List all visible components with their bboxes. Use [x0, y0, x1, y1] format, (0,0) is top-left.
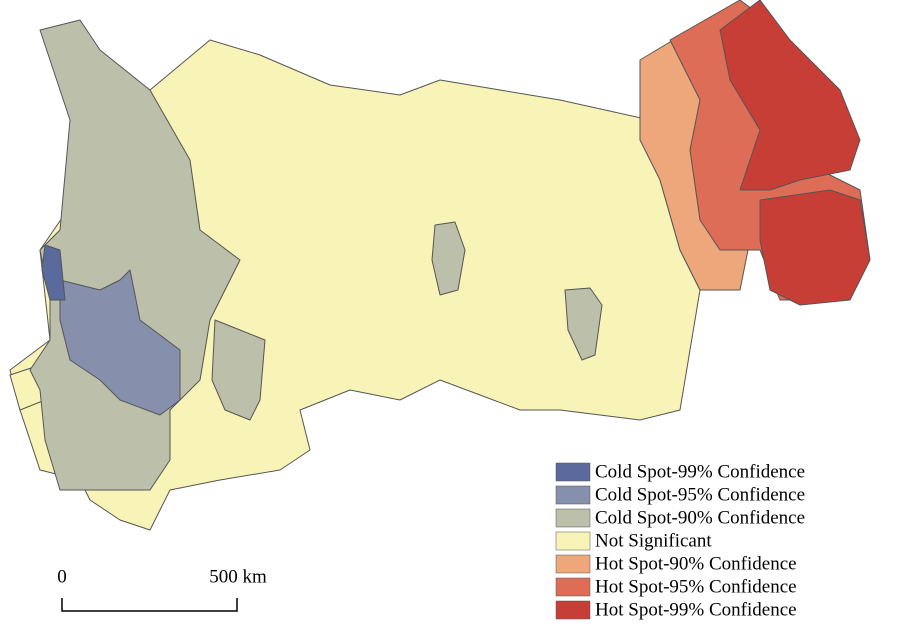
region: [759, 189, 871, 306]
scale-bar: 0 500 km: [57, 566, 267, 612]
region: [719, 0, 861, 191]
legend-label: Cold Spot-95% Confidence: [595, 484, 805, 505]
legend-swatch: [555, 554, 591, 574]
legend-swatch: [555, 600, 591, 620]
legend-label: Not Significant: [595, 530, 712, 551]
scale-end-label: 500 km: [209, 566, 267, 587]
legend-label: Cold Spot-90% Confidence: [595, 507, 805, 528]
region: [211, 319, 266, 421]
scale-start-label: 0: [57, 566, 67, 587]
legend-swatch: [555, 531, 591, 551]
legend-swatch: [555, 485, 591, 505]
legend-swatch: [555, 508, 591, 528]
map-regions: [9, 0, 871, 531]
legend-label: Hot Spot-99% Confidence: [595, 599, 797, 620]
region: [41, 244, 66, 301]
legend-swatch: [555, 577, 591, 597]
scale-bar-line: [61, 598, 238, 612]
region: [564, 287, 603, 361]
region: [431, 221, 466, 296]
legend-label: Hot Spot-95% Confidence: [595, 576, 797, 597]
legend-swatch: [555, 462, 591, 482]
legend-label: Hot Spot-90% Confidence: [595, 553, 797, 574]
region: [59, 269, 181, 416]
legend-label: Cold Spot-99% Confidence: [595, 461, 805, 482]
